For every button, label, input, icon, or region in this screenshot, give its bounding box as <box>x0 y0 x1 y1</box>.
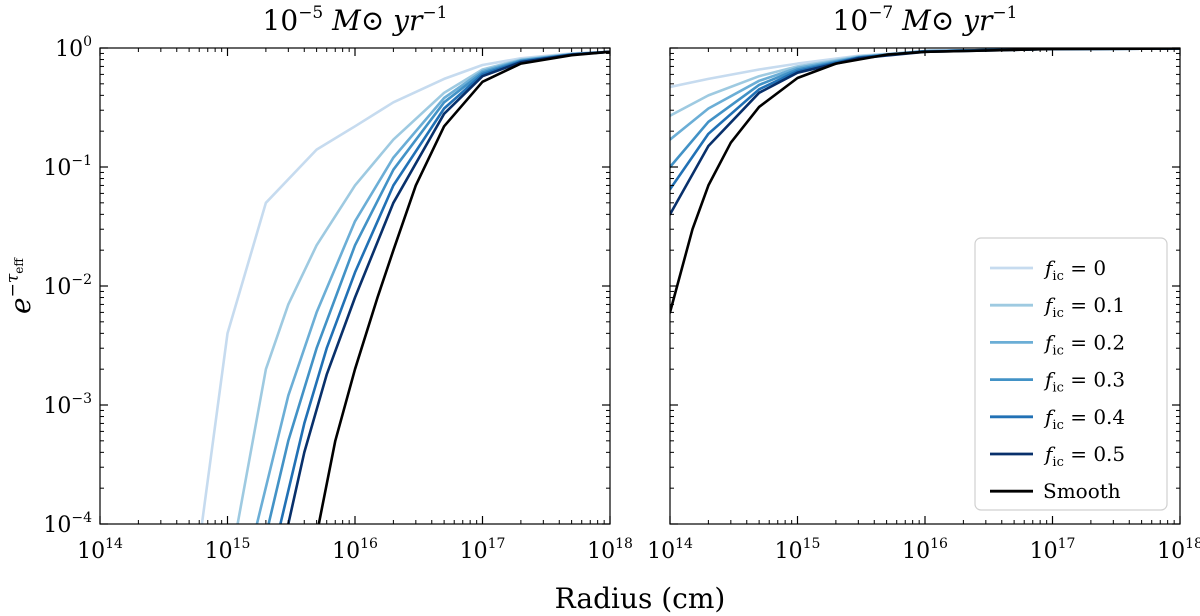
x-axis-label: Radius (cm) <box>555 582 726 615</box>
y-tick-label: 10−1 <box>43 153 92 181</box>
series-line-6 <box>317 50 610 524</box>
x-tick-label: 1018 <box>587 536 633 564</box>
x-tick-label: 1017 <box>460 536 506 564</box>
y-tick-label: 10−2 <box>43 272 92 300</box>
series-group <box>200 50 610 524</box>
series-line-0 <box>200 50 610 524</box>
series-line-5 <box>670 48 1180 216</box>
x-tick-label: 1018 <box>1157 536 1200 564</box>
series-line-4 <box>670 48 1180 191</box>
y-axis-label: e−τeff <box>3 257 37 314</box>
chart-title: 10−5 M⊙ yr−1 <box>263 3 448 37</box>
x-tick-label: 1016 <box>902 536 948 564</box>
legend-label-1: fic = 0.1 <box>1043 293 1125 321</box>
series-line-6 <box>670 48 1180 314</box>
series-line-5 <box>286 50 610 524</box>
series-group <box>670 48 1180 314</box>
y-tick-label: 10−3 <box>43 391 92 419</box>
axes-frame <box>99 47 611 525</box>
legend-label-2: fic = 0.2 <box>1043 330 1125 358</box>
chart-title: 10−7 M⊙ yr−1 <box>833 3 1018 37</box>
series-line-4 <box>279 50 610 524</box>
x-tick-label: 1015 <box>205 536 251 564</box>
legend-label-3: fic = 0.3 <box>1043 368 1125 396</box>
y-tick-label: 10−4 <box>43 510 92 538</box>
y-tick-label: 100 <box>55 34 92 62</box>
x-tick-label: 1015 <box>775 536 821 564</box>
legend-label-6: Smooth <box>1043 479 1121 503</box>
x-tick-label: 1014 <box>647 536 693 564</box>
x-tick-label: 1017 <box>1030 536 1076 564</box>
panel-1: 1014 1015 1016 1017 1018 10−4 10−3 10−2 10−1 100 1… <box>3 3 633 564</box>
x-tick-label: 1016 <box>332 536 378 564</box>
x-tick-label: 1014 <box>77 536 123 564</box>
